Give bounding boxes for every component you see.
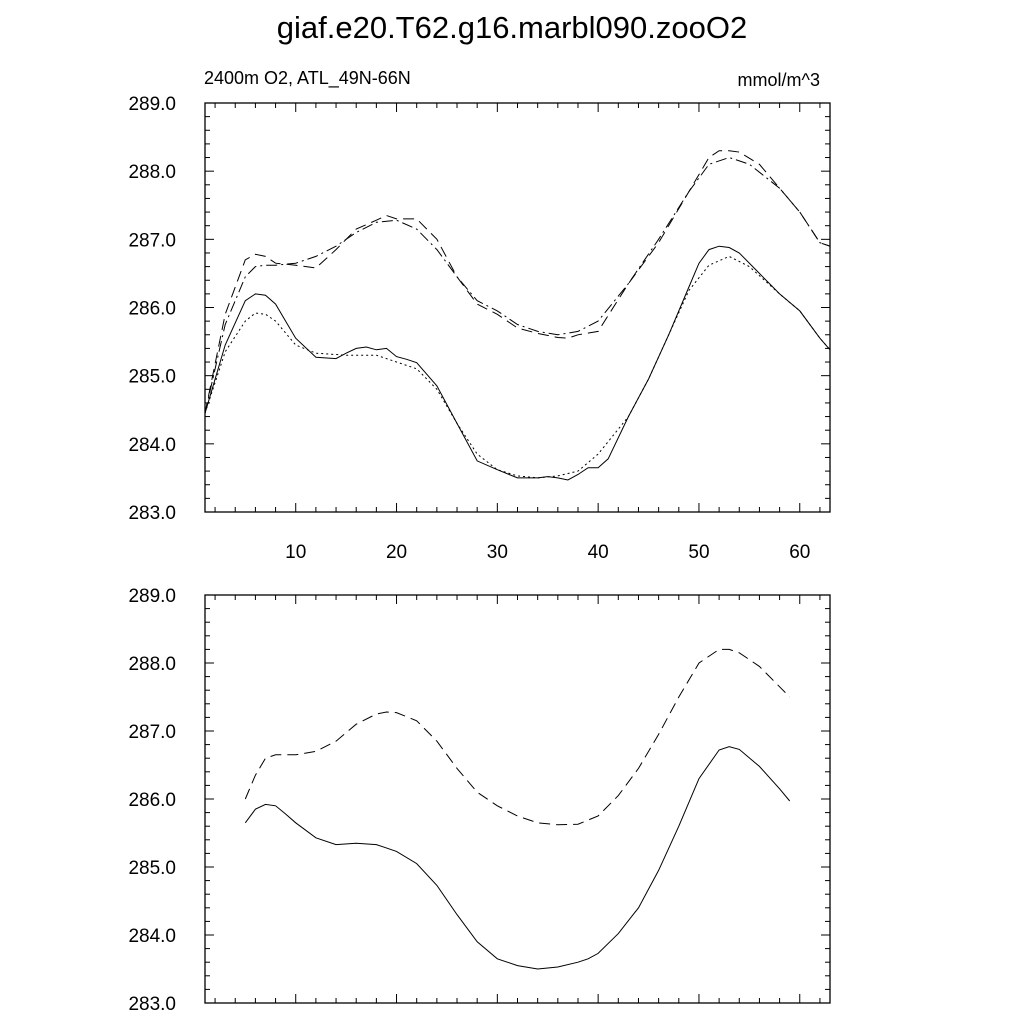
plot-frame [204, 102, 831, 513]
x-tick-label: 10 [285, 542, 306, 563]
x-tick-label: 60 [789, 542, 810, 563]
y-tick-label: 285.0 [128, 367, 176, 388]
y-tick-label: 287.0 [128, 722, 176, 743]
x-tick-label: 20 [386, 542, 407, 563]
y-tick-label: 285.0 [128, 858, 176, 879]
top-panel: 283.0 284.0 285.0 286.0 287.0 288.0 289.0 10 20 3… [128, 94, 831, 563]
top-left-label: 2400m O2, ATL_49N-66N [204, 68, 411, 89]
series-line-dashed [204, 150, 831, 414]
series-line-solid [204, 245, 831, 481]
y-tick-label: 289.0 [128, 94, 176, 115]
bottom-panel: 283.0 284.0 285.0 286.0 287.0 288.0 289.0 [128, 586, 831, 1015]
series-line-dotted [204, 255, 831, 479]
x-tick-label: 40 [588, 542, 609, 563]
y-tick-label: 289.0 [128, 586, 176, 607]
chart-title: giaf.e20.T62.g16.marbl090.zooO2 [277, 10, 747, 45]
y-tick-label: 288.0 [128, 162, 176, 183]
x-tick-label: 30 [487, 542, 508, 563]
y-tick-label: 286.0 [128, 299, 176, 320]
y-tick-label: 288.0 [128, 654, 176, 675]
series-line-dashdot [204, 156, 831, 414]
series-line-solid [244, 746, 791, 970]
y-tick-label: 284.0 [128, 926, 176, 947]
y-tick-label: 284.0 [128, 435, 176, 456]
x-tick-label: 50 [688, 542, 709, 563]
plot-frame [204, 594, 831, 1004]
series-line-dashed [244, 648, 791, 826]
y-tick-label: 286.0 [128, 790, 176, 811]
y-tick-label: 287.0 [128, 230, 176, 251]
y-tick-label: 283.0 [128, 994, 176, 1015]
top-right-units-label: mmol/m^3 [738, 70, 820, 90]
y-tick-label: 283.0 [128, 503, 176, 524]
